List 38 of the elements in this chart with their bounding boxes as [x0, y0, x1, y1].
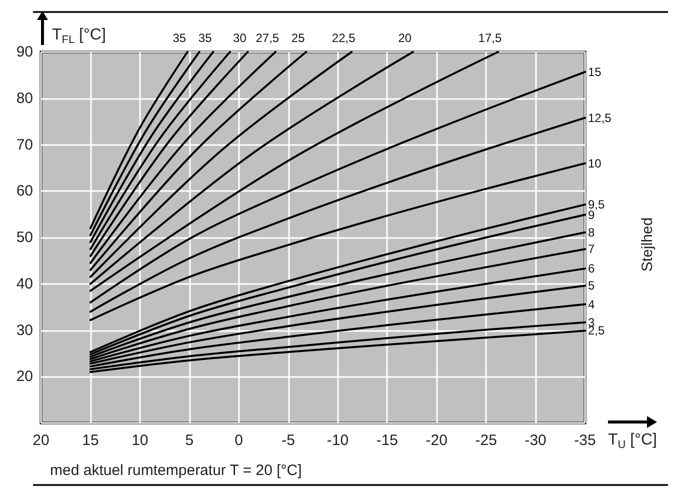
y-tick-label: 60: [16, 182, 33, 200]
series-label: 4: [588, 297, 595, 312]
series-label: 17,5: [478, 31, 502, 45]
series-label: 35: [198, 31, 212, 45]
x-tick-label: -20: [426, 432, 448, 449]
series-label: 30: [233, 31, 247, 45]
x-tick-label: -30: [524, 432, 546, 449]
series-label: 12,5: [588, 110, 612, 125]
x-tick-label: 10: [132, 432, 148, 449]
y-tick-label: 30: [16, 322, 33, 339]
x-tick-label: 5: [185, 432, 194, 449]
x-tick-label: -5: [282, 432, 295, 449]
y2-axis-title: Stejlhed: [639, 217, 656, 272]
series-label: 5: [588, 278, 595, 293]
y-tick-label: 20: [16, 368, 33, 386]
series-label: 27,5: [256, 31, 280, 45]
series-label: 20: [398, 31, 412, 45]
series-label: 25: [291, 31, 306, 45]
x-tick-label: 15: [82, 432, 99, 449]
y-tick-label: 80: [16, 90, 33, 107]
series-label: 6: [588, 262, 595, 276]
x-tick-label: -10: [326, 432, 349, 449]
y-tick-label: 40: [16, 275, 33, 292]
series-label: 8: [588, 225, 595, 240]
x-tick-label: -25: [475, 432, 497, 449]
series-label: 15: [588, 64, 602, 79]
x-tick-label: -15: [376, 432, 398, 449]
series-label: 35: [172, 31, 186, 45]
text: med aktuel rumtemperatur T = 20 [°C]: [50, 462, 302, 479]
series-label: 10: [588, 156, 602, 170]
y-tick-label: 90: [16, 44, 33, 60]
series-label: 22,5: [332, 31, 356, 45]
y-tick-label: 50: [16, 229, 33, 246]
series-label: 7: [588, 242, 595, 256]
y-tick-label: 70: [16, 136, 33, 154]
x-tick-label: 20: [32, 432, 50, 449]
x-tick-label: -35: [574, 432, 596, 449]
x-tick-label: 0: [234, 432, 243, 449]
